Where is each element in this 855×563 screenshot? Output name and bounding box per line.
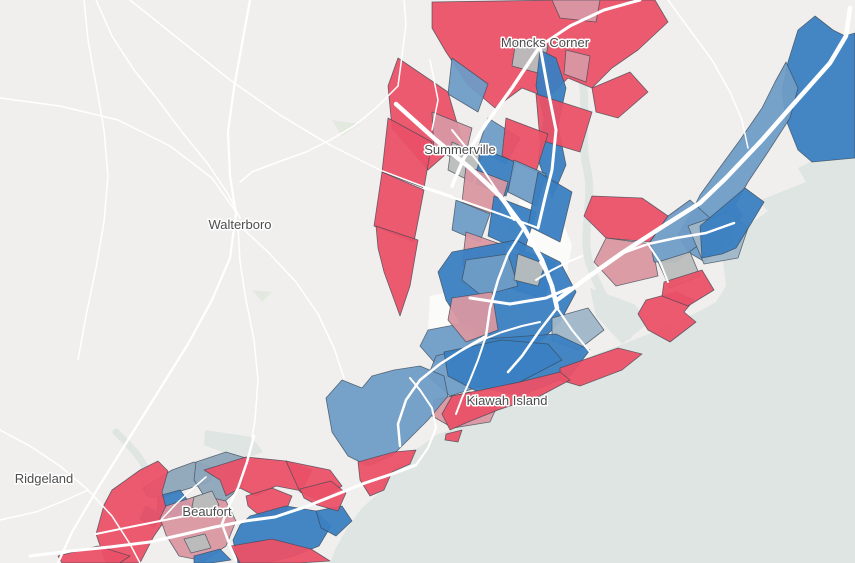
marsh-patch <box>332 120 360 136</box>
road-coastal-rd-beaufort <box>28 463 418 558</box>
road-rural-left-vert <box>77 0 109 361</box>
road-ne-rural <box>667 0 749 149</box>
precinct-rep[interactable] <box>661 269 715 307</box>
road-kiawah-rd <box>455 335 487 415</box>
precinct-rep_l[interactable] <box>563 49 591 83</box>
road-us-52-b <box>536 44 558 230</box>
road-walterboro-se <box>239 225 345 379</box>
road-peninsula-3 <box>539 261 558 301</box>
precinct-rep[interactable] <box>444 429 463 443</box>
precinct-gray[interactable] <box>191 490 220 513</box>
road-peninsula-2 <box>556 307 591 353</box>
precinct-dem[interactable] <box>193 548 232 563</box>
road-us-17-north <box>554 5 853 303</box>
road-beaufort-local <box>159 476 207 522</box>
precinct-rep[interactable] <box>299 480 347 512</box>
precinct-rep[interactable] <box>535 93 593 153</box>
city-label: Ridgeland <box>15 471 74 486</box>
road-sv-north <box>397 0 407 87</box>
precinct-rep_l[interactable] <box>447 291 499 343</box>
city-label: Summerville <box>424 142 496 157</box>
precinct-dem_m[interactable] <box>447 57 489 113</box>
precinct-rep[interactable] <box>441 371 571 431</box>
road-rural-nw-1 <box>95 0 241 219</box>
road-beaufort-west-rd <box>95 514 191 535</box>
road-edisto-rd <box>409 377 437 466</box>
precinct-gray[interactable] <box>183 533 212 554</box>
precinct-rep[interactable] <box>95 460 169 563</box>
road-peninsula-1 <box>506 306 559 374</box>
road-moncks-ne <box>538 0 642 48</box>
road-dorchester-rd <box>484 226 526 338</box>
precinct-rep[interactable] <box>230 538 331 563</box>
road-mt-pleasant-2 <box>647 243 669 283</box>
road-ridgeland-2 <box>0 489 89 521</box>
road-i-95 <box>56 0 252 563</box>
city-label: Kiawah Island <box>467 393 548 408</box>
city-label: Beaufort <box>182 504 232 519</box>
precinct-dem[interactable] <box>443 339 563 393</box>
road-sv-cross-2 <box>451 129 515 221</box>
road-rural-diag <box>129 0 453 197</box>
precinct-rep[interactable] <box>591 71 649 119</box>
road-sv-approach <box>239 85 399 183</box>
road-sv-cross-1 <box>423 187 539 229</box>
precinct-dem_m[interactable] <box>677 61 799 263</box>
precinct-rep_l[interactable] <box>593 237 659 287</box>
city-label: Walterboro <box>208 217 271 232</box>
precinct-dem_m[interactable] <box>325 365 449 467</box>
road-mt-pleasant-1 <box>618 221 736 256</box>
water-beaufort-river <box>204 430 263 459</box>
road-nch-2 <box>535 255 583 281</box>
road-walterboro-s <box>237 225 259 439</box>
road-us-52-a <box>450 44 542 188</box>
precinct-rep[interactable] <box>203 456 313 497</box>
city-label: Moncks Corner <box>501 35 590 50</box>
road-rural-w-1 <box>0 97 237 213</box>
road-us-21 <box>220 434 256 562</box>
road-i-526 <box>468 286 572 306</box>
road-nch-1 <box>461 321 541 351</box>
precinct-gray[interactable] <box>513 253 546 287</box>
road-sv-local <box>429 59 439 131</box>
marsh-patch <box>252 290 272 302</box>
precinct-rep[interactable] <box>357 449 417 497</box>
precinct-rep[interactable] <box>375 225 419 317</box>
